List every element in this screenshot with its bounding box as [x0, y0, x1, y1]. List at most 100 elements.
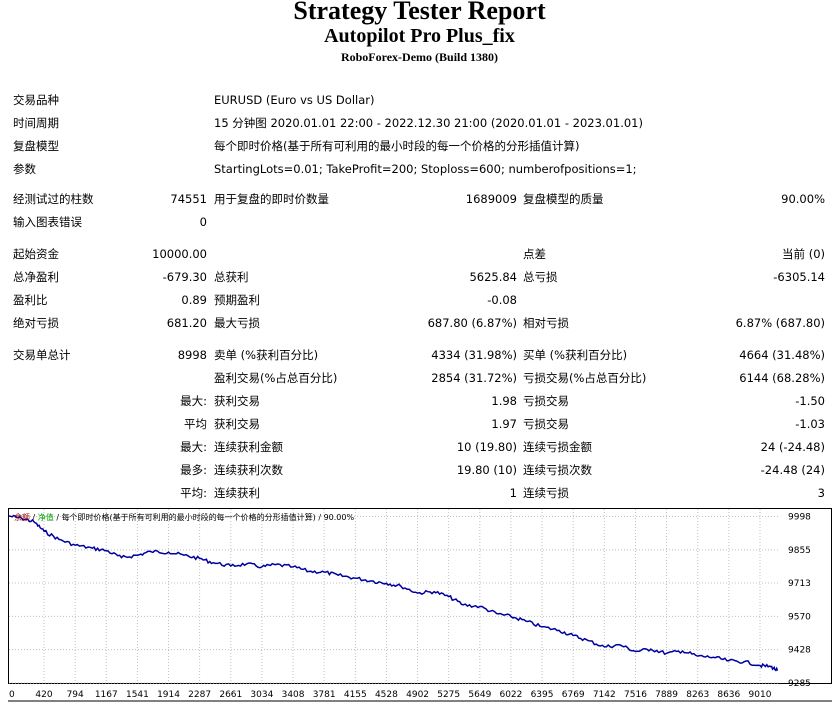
gross-loss-label: 总亏损 [523, 270, 558, 284]
ticks-value: 1689009 [465, 192, 517, 206]
quality-label: 复盘模型的质量 [523, 192, 604, 206]
max-consecutive-wins-label: 连续获利金额 [214, 440, 283, 454]
x-tick-label: 8636 [717, 690, 740, 700]
x-tick-label: 3034 [250, 690, 273, 700]
max-consecutive-wins-value: 10 (19.80) [456, 440, 517, 454]
relative-drawdown-label: 相对亏损 [523, 316, 569, 330]
gross-profit-label: 总获利 [214, 270, 249, 284]
x-tick-label: 9010 [749, 690, 772, 700]
server-name: RoboForex-Demo (Build 1380) [340, 50, 499, 64]
profit-factor-value: 0.89 [181, 293, 207, 307]
y-tick-label: 9998 [788, 512, 811, 522]
x-tick-label: 6022 [499, 690, 522, 700]
y-tick-label: 9713 [788, 579, 811, 589]
long-positions-value: 4664 (31.48%) [739, 348, 825, 362]
graph-x-ticks: 0 420 794 1167 1541 1914 2287 2661 3034 3408 3781 4… [9, 690, 772, 700]
deposit-value: 10000.00 [152, 247, 207, 261]
max-consecutive-losses-value: 24 (-24.48) [760, 440, 825, 454]
x-tick-label: 7142 [593, 690, 616, 700]
max-consecutive-losses-label: 连续亏损金额 [523, 440, 592, 454]
params-value: StartingLots=0.01; TakeProfit=200; Stopl… [214, 162, 637, 176]
period-value: 15 分钟图 2020.01.01 22:00 - 2022.12.30 21:… [214, 116, 643, 130]
largest-loss-label: 亏损交易 [523, 394, 569, 408]
symbol-label: 交易品种 [13, 93, 59, 107]
x-tick-label: 7516 [624, 690, 647, 700]
profit-factor-label: 盈利比 [13, 293, 48, 307]
short-positions-label: 卖单 (%获利百分比) [214, 348, 319, 362]
average-loss-label: 亏损交易 [523, 417, 569, 431]
average-consecutive-losses-value: 3 [817, 486, 825, 500]
x-tick-label: 1914 [157, 690, 180, 700]
x-tick-label: 3408 [282, 690, 305, 700]
largest-prefix: 最大: [180, 394, 207, 408]
total-trades-value: 8998 [177, 348, 207, 362]
errors-value: 0 [199, 215, 207, 229]
deposit-label: 起始资金 [13, 247, 59, 261]
expected-payoff-label: 预期盈利 [214, 293, 260, 307]
bars-label: 经测试过的柱数 [13, 192, 94, 206]
profit-trades-label: 盈利交易(%占总百分比) [214, 371, 338, 385]
x-tick-label: 1541 [126, 690, 149, 700]
quality-value: 90.00% [781, 192, 825, 206]
legend-description: / 每个即时价格(基于所有可利用的最小时段的每一个价格的分形插值计算) / 90… [54, 512, 355, 522]
net-profit-value: -679.30 [162, 270, 207, 284]
short-positions-value: 4334 (31.98%) [431, 348, 517, 362]
report-title: Strategy Tester Report [293, 0, 546, 25]
relative-drawdown-value: 6.87% (687.80) [735, 316, 825, 330]
x-tick-label: 0 [9, 690, 15, 700]
largest-loss-value: -1.50 [795, 394, 825, 408]
long-positions-label: 买单 (%获利百分比) [523, 348, 628, 362]
maximal-drawdown-label: 最大亏损 [214, 316, 260, 330]
legend-equity: 净值 [38, 512, 54, 522]
average-prefix: 平均 [184, 417, 207, 431]
bars-value: 74551 [170, 192, 207, 206]
x-tick-label: 5649 [468, 690, 491, 700]
total-trades-label: 交易单总计 [13, 348, 71, 362]
max-consecutive-prefix: 最大: [180, 440, 207, 454]
balance-line [8, 514, 779, 672]
x-tick-label: 4528 [375, 690, 398, 700]
absolute-drawdown-label: 绝对亏损 [13, 316, 59, 330]
x-tick-label: 4902 [406, 690, 429, 700]
legend-separator: / [30, 513, 38, 522]
average-profit-label: 获利交易 [214, 417, 260, 431]
period-label: 时间周期 [13, 116, 59, 130]
spread-label: 点差 [523, 247, 546, 261]
most-consecutive-prefix: 最多: [180, 463, 207, 477]
y-tick-label: 9570 [788, 612, 811, 622]
graph-legend: 余额 / 净值 / 每个即时价格(基于所有可利用的最小时段的每一个价格的分形插值… [14, 512, 354, 522]
expert-name: Autopilot Pro Plus_fix [324, 25, 515, 47]
model-value: 每个即时价格(基于所有可利用的最小时段的每一个价格的分形插值计算) [214, 139, 580, 153]
profit-trades-value: 2854 (31.72%) [431, 371, 517, 385]
largest-profit-value: 1.98 [491, 394, 517, 408]
x-tick-label: 5275 [437, 690, 460, 700]
legend-balance: 余额 [14, 512, 30, 522]
loss-trades-value: 6144 (68.28%) [739, 371, 825, 385]
net-profit-label: 总净盈利 [13, 270, 59, 284]
x-tick-label: 420 [35, 690, 52, 700]
y-tick-label: 9285 [788, 679, 811, 689]
expected-payoff-value: -0.08 [487, 293, 517, 307]
x-tick-label: 794 [67, 690, 84, 700]
model-label: 复盘模型 [13, 139, 59, 153]
x-tick-label: 8263 [686, 690, 709, 700]
absolute-drawdown-value: 681.20 [166, 316, 207, 330]
params-label: 参数 [13, 162, 36, 176]
x-tick-label: 1167 [95, 690, 118, 700]
x-tick-label: 7889 [655, 690, 678, 700]
average-profit-value: 1.97 [491, 417, 517, 431]
x-tick-label: 2661 [219, 690, 242, 700]
errors-label: 输入图表错误 [13, 215, 82, 229]
average-loss-value: -1.03 [795, 417, 825, 431]
spread-value: 当前 (0) [782, 247, 825, 261]
largest-profit-label: 获利交易 [214, 394, 260, 408]
gross-loss-value: -6305.14 [773, 270, 825, 284]
y-tick-label: 9855 [788, 546, 811, 556]
x-tick-label: 3781 [313, 690, 336, 700]
maximal-drawdown-value: 687.80 (6.87%) [427, 316, 517, 330]
average-consecutive-wins-value: 1 [509, 486, 517, 500]
average-consecutive-losses-label: 连续亏损 [523, 486, 569, 500]
symbol-value: EURUSD (Euro vs US Dollar) [214, 93, 375, 107]
average-consecutive-wins-label: 连续获利 [214, 486, 260, 500]
x-tick-label: 6395 [531, 690, 554, 700]
